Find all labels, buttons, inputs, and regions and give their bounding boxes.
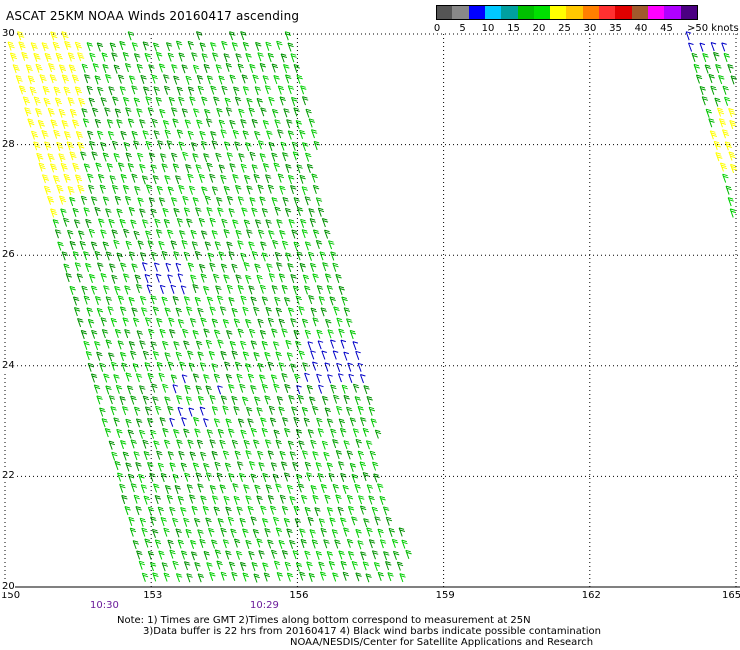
legend-swatch (647, 5, 665, 19)
map-title: ASCAT 25KM NOAA Winds 20160417 ascending (6, 9, 300, 23)
legend-swatch (550, 5, 568, 19)
legend-swatch (468, 5, 486, 19)
lat-label: 30 (2, 28, 15, 39)
lat-label: 26 (2, 249, 15, 261)
legend-tick-label: 0 (433, 23, 441, 34)
pass-time-2: 10:29 (250, 600, 279, 611)
lon-label: 165 (722, 590, 740, 601)
legend-tick-label: 30 (583, 23, 597, 34)
legend-tick-label: 40 (634, 23, 648, 34)
note-line-2: 3)Data buffer is 22 hrs from 20160417 4)… (143, 626, 601, 637)
legend-swatch (664, 5, 682, 19)
legend-swatch (680, 5, 698, 19)
lon-label: 162 (581, 590, 601, 601)
legend-tick-label: 20 (532, 23, 546, 34)
legend-swatch (631, 5, 649, 19)
wind-barbs (7, 31, 738, 583)
lat-label: 24 (2, 359, 15, 371)
lon-label: 150 (1, 590, 21, 601)
lon-label: 159 (435, 590, 455, 601)
lat-label: 28 (2, 138, 15, 150)
legend-swatch (517, 5, 535, 19)
legend-swatch (533, 5, 551, 19)
legend-frame (436, 5, 698, 20)
legend-tick-label: >50 knots (687, 23, 739, 34)
lon-label: 153 (143, 590, 163, 601)
legend-swatch (484, 5, 502, 19)
pass-time-1: 10:30 (90, 600, 119, 611)
legend-swatch (615, 5, 633, 19)
legend-tick-label: 5 (459, 23, 466, 34)
wind-barb-group (63, 31, 732, 582)
legend-swatch (566, 5, 584, 19)
legend-swatch (582, 5, 600, 19)
lon-label: 156 (289, 590, 309, 601)
legend-tick-label: 10 (481, 23, 495, 34)
legend-swatch (501, 5, 519, 19)
legend-swatch (436, 5, 453, 19)
lat-lon-grid (4, 33, 740, 588)
legend-tick-label: 35 (609, 23, 622, 34)
legend-tick-label: 25 (558, 23, 571, 34)
wind-barb-group (52, 40, 730, 582)
wind-barb-group (83, 41, 737, 583)
legend-tick-label: 45 (660, 23, 673, 34)
wind-barb-group (141, 31, 727, 428)
wind-barb-group (63, 31, 721, 583)
note-line-3: NOAA/NESDIS/Center for Satellite Applica… (290, 637, 594, 648)
wind-barb-group (54, 31, 737, 582)
note-line-1: Note: 1) Times are GMT 2)Times along bot… (117, 615, 531, 626)
lat-label: 22 (2, 470, 15, 482)
legend-swatch (599, 5, 616, 19)
legend-tick-label: 15 (507, 23, 520, 34)
wind-barb-group (7, 31, 738, 218)
lat-label: 20 (2, 581, 15, 592)
legend-swatch (452, 5, 470, 19)
